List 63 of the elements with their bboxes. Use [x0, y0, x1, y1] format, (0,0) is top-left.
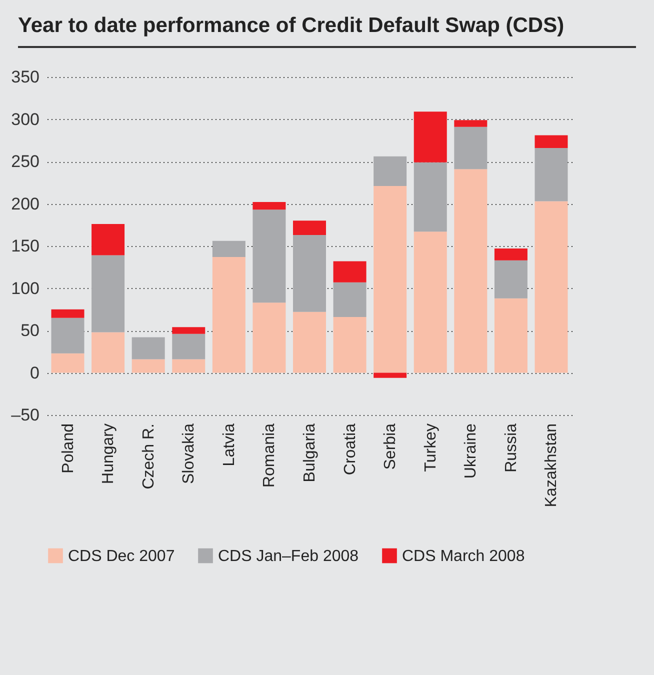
bar: [454, 120, 488, 127]
x-tick-label: Ukraine: [462, 423, 480, 479]
x-tick-label: Czech R.: [140, 424, 158, 490]
bar: [172, 334, 206, 360]
bar: [92, 224, 125, 256]
bar: [333, 316, 366, 373]
bar: [534, 135, 568, 148]
y-tick-label: 150: [11, 236, 40, 256]
bar: [414, 112, 447, 162]
bar: [534, 201, 568, 373]
bar: [454, 126, 488, 170]
legend-label: CDS Jan–Feb 2008: [218, 548, 359, 565]
x-tick-label: Serbia: [382, 423, 400, 470]
bar: [374, 372, 407, 378]
bar: [92, 255, 125, 332]
bar: [494, 260, 528, 298]
bar: [252, 202, 286, 210]
y-tick-label: 350: [11, 68, 40, 86]
y-tick-label: 200: [11, 194, 40, 214]
bar: [92, 332, 125, 373]
chart-title: Year to date performance of Credit Default Swap (CDS): [18, 14, 566, 39]
bar: [293, 235, 326, 312]
bar: [494, 248, 528, 260]
bar: [172, 327, 206, 334]
x-tick-label: Turkey: [422, 424, 440, 472]
bar: [454, 169, 488, 373]
y-tick-label: 100: [11, 278, 40, 298]
bar: [333, 261, 366, 282]
y-tick-label: 0: [30, 363, 40, 382]
bar: [293, 220, 326, 236]
y-tick-label: –50: [11, 406, 40, 424]
bar: [51, 353, 84, 373]
x-tick-label: Latvia: [220, 423, 238, 466]
bar: [252, 210, 286, 303]
bar: [132, 359, 165, 373]
bar: [212, 240, 246, 257]
bar: [172, 359, 206, 373]
x-tick-label: Kazakhstan: [543, 424, 560, 508]
x-tick-label: Romania: [261, 423, 278, 488]
y-tick-label: 50: [20, 321, 40, 340]
legend-label: CDS March 2008: [402, 548, 525, 565]
bar: [414, 232, 447, 373]
bar: [414, 162, 447, 232]
bar: [494, 298, 528, 373]
x-tick-label: Poland: [60, 424, 77, 474]
bar: [534, 148, 568, 202]
x-tick-label: Croatia: [342, 423, 359, 476]
legend-label: CDS Dec 2007: [68, 548, 175, 565]
y-tick-label: 300: [11, 110, 40, 129]
bar: [374, 186, 407, 373]
bar: [293, 312, 326, 373]
bar: [51, 318, 84, 354]
bar: [51, 309, 84, 318]
bar: [333, 282, 366, 317]
x-tick-label: Russia: [502, 423, 520, 472]
x-tick-label: Bulgaria: [302, 423, 318, 482]
x-tick-label: Hungary: [100, 424, 118, 484]
bar: [212, 256, 246, 373]
bar: [252, 302, 286, 373]
bar: [374, 156, 407, 186]
x-tick-label: Slovakia: [180, 423, 198, 484]
bar: [132, 337, 165, 360]
y-tick-label: 250: [11, 152, 40, 171]
